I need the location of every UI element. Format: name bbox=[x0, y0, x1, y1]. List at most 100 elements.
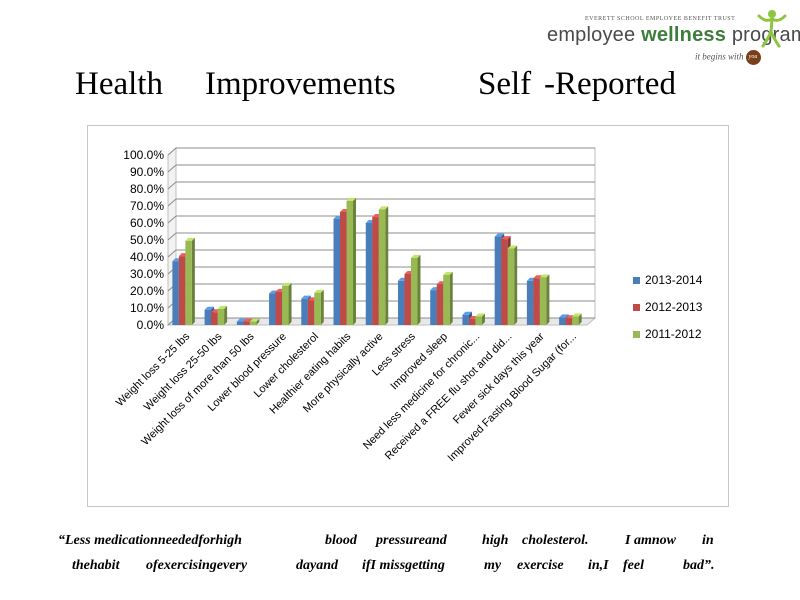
bar-side bbox=[224, 305, 228, 325]
title-word-3: Self bbox=[478, 66, 532, 102]
bar-face bbox=[378, 209, 386, 325]
bar-top bbox=[185, 237, 195, 241]
y-tick-label: 70.0% bbox=[130, 199, 164, 213]
bar bbox=[410, 254, 421, 325]
y-tick-label: 100.0% bbox=[123, 148, 164, 162]
bar-side bbox=[353, 197, 357, 325]
bar bbox=[249, 318, 260, 325]
bar-side bbox=[417, 254, 421, 325]
bar-top bbox=[282, 282, 292, 286]
bar-top bbox=[249, 318, 260, 322]
y-tick-label: 80.0% bbox=[130, 182, 164, 196]
bar-face bbox=[301, 298, 308, 325]
bar-face bbox=[211, 312, 218, 325]
bar-top bbox=[572, 313, 582, 317]
bar-top bbox=[539, 274, 550, 278]
bar-face bbox=[559, 317, 566, 325]
gridline-side bbox=[167, 215, 177, 224]
quote-line-2-part: my bbox=[484, 558, 502, 573]
y-tick-label: 50.0% bbox=[130, 233, 164, 247]
quote-line-1-part: pressureand bbox=[376, 533, 447, 548]
title-word-1: Health bbox=[75, 66, 163, 102]
quote-line-1-part: in bbox=[702, 533, 714, 548]
bar-face bbox=[204, 309, 212, 325]
bar bbox=[475, 313, 485, 325]
y-tick-label: 20.0% bbox=[130, 284, 164, 298]
bar-face bbox=[494, 236, 502, 325]
bar-face bbox=[178, 256, 186, 325]
logo-org-name: EVERETT SCHOOL EMPLOYEE BENEFIT TRUST bbox=[585, 16, 736, 22]
y-tick-label: 60.0% bbox=[130, 216, 164, 230]
legend-swatch bbox=[633, 304, 640, 311]
bar-face bbox=[340, 211, 347, 325]
legend-swatch bbox=[633, 331, 640, 338]
bar-face bbox=[275, 291, 283, 325]
logo-program-bold: wellness bbox=[641, 24, 727, 46]
bar-face bbox=[314, 292, 321, 325]
bar-top bbox=[378, 206, 389, 210]
bar-top bbox=[410, 254, 421, 258]
bar bbox=[443, 271, 453, 325]
bar-face bbox=[365, 223, 373, 325]
bar-face bbox=[501, 239, 508, 325]
y-tick-label: 40.0% bbox=[130, 250, 164, 264]
quote-line-2-part: ofexercisingevery bbox=[146, 558, 248, 573]
title-word-4: -Reported bbox=[544, 66, 676, 102]
gridline-side bbox=[167, 249, 177, 258]
bar-face bbox=[397, 280, 405, 325]
bar-face bbox=[533, 278, 540, 325]
logo-program-name: employee wellness program bbox=[547, 24, 800, 47]
bar-face bbox=[333, 218, 341, 325]
bar-face bbox=[307, 300, 315, 325]
bar-top bbox=[507, 245, 518, 249]
bar-face bbox=[462, 314, 469, 325]
bar bbox=[282, 282, 292, 325]
bar-face bbox=[236, 321, 244, 325]
bar-face bbox=[243, 321, 250, 325]
legend-label: 2013-2014 bbox=[645, 273, 703, 287]
y-tick-label: 30.0% bbox=[130, 267, 164, 281]
bar-side bbox=[191, 237, 195, 325]
bar-top bbox=[501, 236, 511, 240]
legend-label: 2012-2013 bbox=[645, 300, 703, 314]
bar bbox=[314, 289, 324, 325]
quote-line-2-part: thehabit bbox=[72, 558, 120, 573]
bar-face bbox=[468, 319, 476, 325]
logo-tagline-badge: you bbox=[745, 50, 761, 65]
bar-side bbox=[320, 289, 324, 325]
bar-face bbox=[436, 284, 444, 325]
bar-side bbox=[288, 282, 292, 325]
bar-face bbox=[282, 285, 289, 325]
chart-frame: 0.0% 10.0% 20.0% 30.0% 40.0% 50.0% 60.0% 70.0% 8… bbox=[87, 125, 729, 507]
bar-side bbox=[256, 318, 260, 325]
bar bbox=[346, 197, 357, 325]
bar-face bbox=[372, 217, 379, 325]
quote-line-1-part: cholesterol. bbox=[522, 533, 589, 548]
quote-line-2-part: ifI missgetting bbox=[362, 558, 445, 573]
bar-side bbox=[481, 313, 485, 325]
x-category-label: Improved sleep bbox=[388, 331, 450, 393]
quote-line-2-part: feel bbox=[623, 558, 644, 573]
bar bbox=[572, 313, 582, 325]
logo-program-prefix: employee bbox=[547, 24, 642, 46]
wellness-figure-icon bbox=[757, 10, 787, 48]
bar-top bbox=[243, 318, 253, 322]
x-category-label: Need less medicine for chronic... bbox=[361, 331, 482, 452]
gridline-side bbox=[167, 232, 177, 241]
page-title: Health Improvements Self -Reported bbox=[0, 66, 800, 110]
bar-face bbox=[475, 316, 482, 325]
bar bbox=[378, 206, 389, 325]
bar-top bbox=[494, 233, 505, 237]
bar-top bbox=[314, 289, 324, 293]
bar-face bbox=[185, 240, 192, 325]
bar-face bbox=[217, 308, 225, 325]
y-tick-label: 10.0% bbox=[130, 301, 164, 315]
logo-tagline-text: it begins with bbox=[695, 51, 744, 62]
bar-chart: 0.0% 10.0% 20.0% 30.0% 40.0% 50.0% 60.0% 70.0% 8… bbox=[114, 146, 703, 464]
quote-line-1-part: I amnow bbox=[625, 533, 676, 548]
bar-top bbox=[236, 318, 247, 322]
bar-top bbox=[462, 311, 472, 315]
gridline-side bbox=[167, 147, 177, 156]
bar-side bbox=[449, 271, 453, 325]
bar-face bbox=[526, 280, 534, 325]
